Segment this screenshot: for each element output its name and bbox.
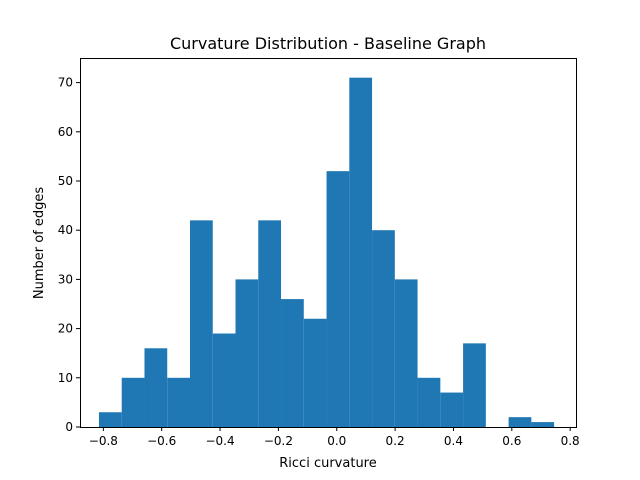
histogram-bar <box>167 377 190 427</box>
histogram-bar <box>303 318 327 427</box>
x-tick-label: 0.2 <box>386 434 405 448</box>
histogram-bar <box>372 230 395 427</box>
histogram-bar <box>189 220 213 427</box>
histogram-bar <box>98 412 122 427</box>
y-tick-label: 70 <box>58 76 73 90</box>
x-tick-label: 0.0 <box>327 434 346 448</box>
histogram-bar <box>531 422 555 427</box>
histogram-bar <box>349 77 373 428</box>
bars-group <box>98 77 555 428</box>
y-axis-label: Number of edges <box>32 187 47 300</box>
y-tick-label: 60 <box>58 125 73 139</box>
x-tick-label: −0.4 <box>205 434 234 448</box>
plot-frame <box>80 58 577 428</box>
histogram-bar <box>144 348 168 427</box>
x-axis-label: Ricci curvature <box>279 456 376 471</box>
histogram-bar <box>463 343 486 427</box>
histogram-bar <box>326 171 350 427</box>
x-axis-ticks: −0.8 −0.6 −0.4 −0.2 0.0 0.2 0.4 0.6 0.8 <box>89 427 580 448</box>
y-tick-label: 30 <box>58 272 73 286</box>
histogram-bar <box>258 220 282 427</box>
x-tick-label: −0.2 <box>264 434 293 448</box>
histogram-bar <box>281 299 304 427</box>
x-tick-label: −0.8 <box>89 434 118 448</box>
histogram-bar <box>417 377 441 427</box>
x-tick-label: 0.6 <box>502 434 521 448</box>
histogram-bar <box>508 417 532 427</box>
histogram-bar <box>235 279 259 427</box>
histogram-bar <box>121 377 145 427</box>
y-tick-label: 40 <box>58 223 73 237</box>
y-tick-label: 50 <box>58 174 73 188</box>
y-tick-label: 0 <box>65 420 73 434</box>
x-tick-label: 0.8 <box>561 434 580 448</box>
x-tick-label: −0.6 <box>147 434 176 448</box>
y-tick-label: 20 <box>58 322 73 336</box>
y-axis-ticks: 0 10 20 30 40 50 60 70 <box>58 76 80 434</box>
x-tick-label: 0.4 <box>444 434 463 448</box>
histogram-bar <box>394 279 418 427</box>
histogram-bar <box>212 333 236 427</box>
chart-title: Curvature Distribution - Baseline Graph <box>170 34 486 53</box>
histogram-bar <box>440 392 464 427</box>
y-tick-label: 10 <box>58 371 73 385</box>
